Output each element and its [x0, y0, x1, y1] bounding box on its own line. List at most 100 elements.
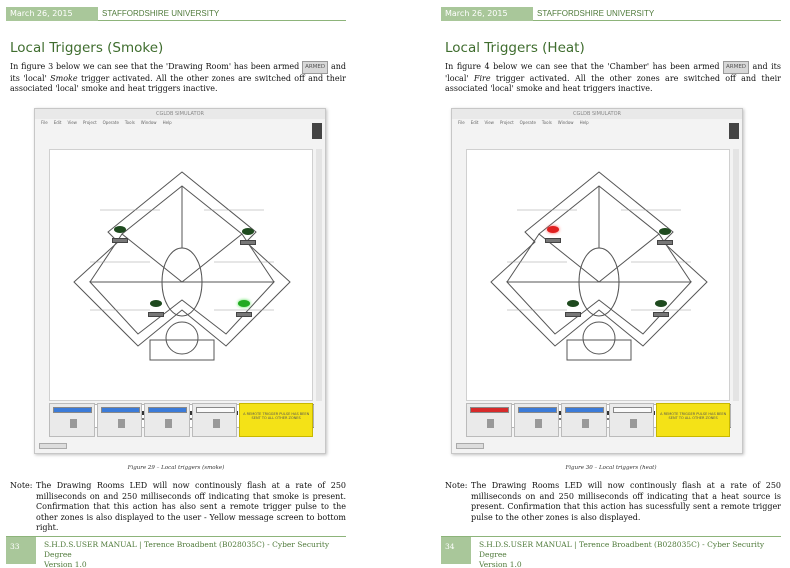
switch-icon: [165, 419, 173, 428]
screenshot-menubar: File Edit View Project Operate Tools Win…: [35, 119, 325, 127]
zone-control: [466, 403, 512, 437]
zone-arm-button: [517, 407, 557, 413]
zone-arm-button: [195, 407, 235, 413]
simulator-screenshot: CGLDB SIMULATOR File Edit View Project O…: [451, 108, 743, 454]
switch-icon: [487, 419, 494, 428]
floor-plan-canvas: [49, 149, 314, 428]
zone-tag: [148, 312, 164, 317]
page-right: March 26, 2015 STAFFORDSHIRE UNIVERSITY …: [441, 0, 789, 568]
menu-item: Tools: [541, 120, 552, 125]
zone-arm-button: [565, 407, 605, 413]
zone-control: [191, 403, 238, 437]
menu-item: Operate: [102, 120, 119, 125]
note: Note: The Drawing Rooms LED will now con…: [10, 481, 346, 534]
screenshot-scrollbar: [316, 149, 322, 401]
note-text: The Drawing Rooms LED will now continous…: [36, 481, 346, 532]
menu-item: Edit: [53, 120, 62, 125]
switch-icon: [582, 419, 590, 428]
section-title: Local Triggers (Smoke): [10, 40, 164, 56]
header-date: March 26, 2015: [441, 7, 533, 21]
zone-arm-button: [148, 407, 188, 413]
screenshot-status: [39, 443, 67, 449]
footer-line-1: S.H.D.S.USER MANUAL | Terence Broadbent …: [479, 540, 765, 559]
footer-text: S.H.D.S.USER MANUAL | Terence Broadbent …: [471, 537, 781, 568]
footer-line-1: S.H.D.S.USER MANUAL | Terence Broadbent …: [44, 540, 330, 559]
intro-part-2: and its 'local': [10, 62, 346, 83]
zone-tag: [545, 238, 561, 243]
menu-item: Help: [579, 120, 589, 125]
zone-tag: [657, 240, 673, 245]
menu-item: View: [484, 120, 494, 125]
menu-item: Project: [499, 120, 514, 125]
zone-arm-button: [612, 407, 652, 413]
note-text: The Drawing Rooms LED will now continous…: [471, 481, 781, 522]
zone-led: [659, 228, 671, 235]
zone-led: [150, 300, 162, 307]
floor-plan-drawing: [490, 171, 708, 361]
floor-plan-drawing: [73, 171, 291, 361]
switch-icon: [629, 419, 637, 428]
screenshot-window-title: CGLDB SIMULATOR: [35, 109, 325, 119]
intro-part-3: trigger activated. All the other zones a…: [10, 73, 346, 94]
zone-tag: [565, 312, 581, 317]
armed-badge: ARMED: [722, 61, 750, 74]
header-university: STAFFORDSHIRE UNIVERSITY: [533, 7, 781, 21]
intro-part-1: In figure 3 below we can see that the 'D…: [10, 62, 303, 71]
switch-icon: [212, 419, 220, 428]
figure-caption: Figure 30 – Local triggers (heat): [565, 465, 657, 471]
zone-control: [561, 403, 607, 437]
chamber-led: [547, 226, 559, 233]
menu-item: Help: [162, 120, 172, 125]
page-number: 33: [6, 537, 36, 564]
simulator-screenshot: CGLDB SIMULATOR File Edit View Project O…: [34, 108, 326, 454]
page-header: March 26, 2015 STAFFORDSHIRE UNIVERSITY: [6, 7, 346, 21]
zone-led: [655, 300, 667, 307]
header-university: STAFFORDSHIRE UNIVERSITY: [98, 7, 346, 21]
menu-item: Window: [140, 120, 157, 125]
header-date: March 26, 2015: [6, 7, 98, 21]
switch-icon: [70, 419, 77, 428]
zone-arm-button: [470, 407, 509, 413]
screenshot-status: [456, 443, 484, 449]
menu-item: Project: [82, 120, 97, 125]
page-header: March 26, 2015 STAFFORDSHIRE UNIVERSITY: [441, 7, 781, 21]
note-label: Note:: [445, 481, 468, 490]
drawing-room-led: [238, 300, 250, 307]
zone-led: [242, 228, 254, 235]
intro-emphasis: Smoke: [50, 73, 78, 83]
armed-badge: ARMED: [302, 61, 329, 74]
zone-controls: A REMOTE TRIGGER PULSE HAS BEEN SENT TO …: [466, 403, 730, 437]
remote-trigger-alert: A REMOTE TRIGGER PULSE HAS BEEN SENT TO …: [239, 403, 313, 437]
page-footer: 34 S.H.D.S.USER MANUAL | Terence Broadbe…: [441, 536, 781, 568]
zone-control: [513, 403, 560, 437]
zone-control: [144, 403, 190, 437]
zone-led: [114, 226, 126, 233]
menu-item: View: [67, 120, 77, 125]
zone-controls: A REMOTE TRIGGER PULSE HAS BEEN SENT TO …: [49, 403, 313, 437]
zone-control: [608, 403, 655, 437]
remote-trigger-alert: A REMOTE TRIGGER PULSE HAS BEEN SENT TO …: [656, 403, 730, 437]
zone-tag: [240, 240, 256, 245]
intro-emphasis: Fire: [473, 73, 491, 83]
footer-line-2: Version 1.0: [44, 560, 87, 568]
figure-caption: Figure 29 – Local triggers (smoke): [127, 465, 225, 471]
footer-line-2: Version 1.0: [479, 560, 522, 568]
screenshot-menubar: File Edit View Project Operate Tools Win…: [452, 119, 742, 127]
note-label: Note:: [10, 481, 33, 490]
screenshot-scrollbar: [733, 149, 739, 401]
floor-plan-canvas: [466, 149, 731, 428]
page-number: 34: [441, 537, 471, 564]
screenshot-window-title: CGLDB SIMULATOR: [452, 109, 742, 119]
zone-arm-button: [100, 407, 140, 413]
zone-tag: [236, 312, 252, 317]
zone-led: [567, 300, 579, 307]
app-icon: [729, 123, 739, 139]
note: Note: The Drawing Rooms LED will now con…: [445, 481, 781, 523]
menu-item: Edit: [470, 120, 479, 125]
section-title: Local Triggers (Heat): [445, 40, 585, 56]
zone-tag: [112, 238, 128, 243]
menu-item: Operate: [519, 120, 536, 125]
switch-icon: [534, 419, 542, 428]
intro-part-3: trigger activated. All the other zones a…: [445, 73, 781, 94]
intro-paragraph: In figure 3 below we can see that the 'D…: [10, 61, 346, 95]
